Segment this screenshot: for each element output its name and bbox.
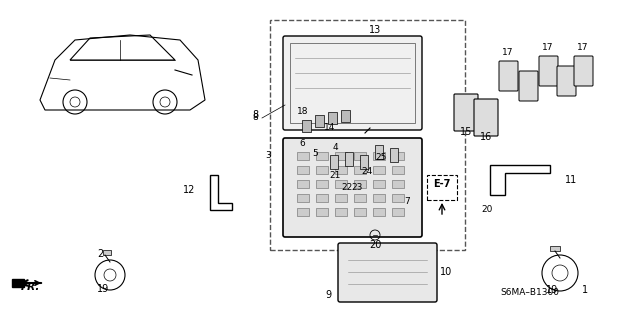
Bar xyxy=(297,152,309,160)
Text: 9: 9 xyxy=(325,290,331,300)
Bar xyxy=(550,246,560,251)
Text: FR.: FR. xyxy=(20,282,40,292)
Bar xyxy=(354,208,366,216)
Text: 5: 5 xyxy=(312,149,318,158)
FancyBboxPatch shape xyxy=(519,71,538,101)
Text: 21: 21 xyxy=(330,170,340,180)
Text: 19: 19 xyxy=(546,285,558,295)
Text: 13: 13 xyxy=(369,25,381,35)
Bar xyxy=(392,208,404,216)
FancyBboxPatch shape xyxy=(338,243,437,302)
Text: 2: 2 xyxy=(97,249,103,259)
Text: 12: 12 xyxy=(182,185,195,195)
Text: 22: 22 xyxy=(341,182,353,191)
Bar xyxy=(354,180,366,188)
Bar xyxy=(427,175,457,200)
Bar xyxy=(390,148,398,162)
FancyBboxPatch shape xyxy=(283,36,422,130)
Text: 4: 4 xyxy=(332,144,338,152)
Bar xyxy=(103,250,111,255)
Bar xyxy=(392,152,404,160)
Text: 1: 1 xyxy=(582,285,588,295)
Bar xyxy=(297,194,309,202)
Text: E-7: E-7 xyxy=(433,179,451,189)
FancyBboxPatch shape xyxy=(557,66,576,96)
Bar xyxy=(373,180,385,188)
Bar xyxy=(302,120,311,132)
Text: 11: 11 xyxy=(565,175,577,185)
Text: 6: 6 xyxy=(299,138,305,147)
Bar xyxy=(360,155,368,169)
Bar xyxy=(316,180,328,188)
Text: 25: 25 xyxy=(375,153,387,162)
Text: 20: 20 xyxy=(369,240,381,250)
Bar xyxy=(373,208,385,216)
Text: 16: 16 xyxy=(480,132,492,142)
Text: 3: 3 xyxy=(265,151,271,160)
Bar xyxy=(354,194,366,202)
FancyBboxPatch shape xyxy=(539,56,558,86)
Bar xyxy=(316,152,328,160)
Bar xyxy=(373,152,385,160)
Bar xyxy=(328,112,337,124)
Text: 8: 8 xyxy=(252,110,258,120)
Text: 17: 17 xyxy=(502,48,514,57)
Bar xyxy=(297,166,309,174)
Bar xyxy=(270,20,465,250)
Bar xyxy=(290,43,415,123)
Bar xyxy=(392,194,404,202)
FancyBboxPatch shape xyxy=(454,94,478,131)
FancyArrowPatch shape xyxy=(20,281,40,285)
Text: 8: 8 xyxy=(252,114,258,122)
Bar xyxy=(335,152,347,160)
Bar xyxy=(354,166,366,174)
Text: 17: 17 xyxy=(577,43,589,52)
Bar xyxy=(335,208,347,216)
FancyBboxPatch shape xyxy=(574,56,593,86)
Text: 17: 17 xyxy=(542,43,554,52)
Text: S6MA–B1300: S6MA–B1300 xyxy=(500,288,559,297)
Bar xyxy=(335,166,347,174)
Bar xyxy=(316,194,328,202)
Bar xyxy=(375,145,383,159)
Text: 23: 23 xyxy=(351,182,363,191)
Bar xyxy=(297,208,309,216)
Text: 15: 15 xyxy=(460,127,472,137)
Bar xyxy=(345,152,353,166)
Bar xyxy=(297,180,309,188)
Bar xyxy=(335,194,347,202)
Bar xyxy=(316,166,328,174)
Text: 10: 10 xyxy=(440,267,452,277)
Bar xyxy=(335,180,347,188)
Bar xyxy=(315,115,324,127)
Polygon shape xyxy=(12,279,24,287)
Bar xyxy=(330,155,338,169)
Bar xyxy=(341,110,350,122)
Bar xyxy=(392,166,404,174)
Bar xyxy=(373,194,385,202)
Text: 19: 19 xyxy=(97,284,109,294)
FancyBboxPatch shape xyxy=(283,138,422,237)
Bar xyxy=(316,208,328,216)
Text: 20: 20 xyxy=(481,205,493,214)
Bar xyxy=(354,152,366,160)
Text: 14: 14 xyxy=(324,123,336,132)
FancyBboxPatch shape xyxy=(474,99,498,136)
Bar xyxy=(392,180,404,188)
FancyBboxPatch shape xyxy=(499,61,518,91)
Bar xyxy=(373,166,385,174)
Text: 18: 18 xyxy=(297,108,308,116)
Text: 24: 24 xyxy=(362,167,372,176)
Text: 7: 7 xyxy=(404,197,410,206)
